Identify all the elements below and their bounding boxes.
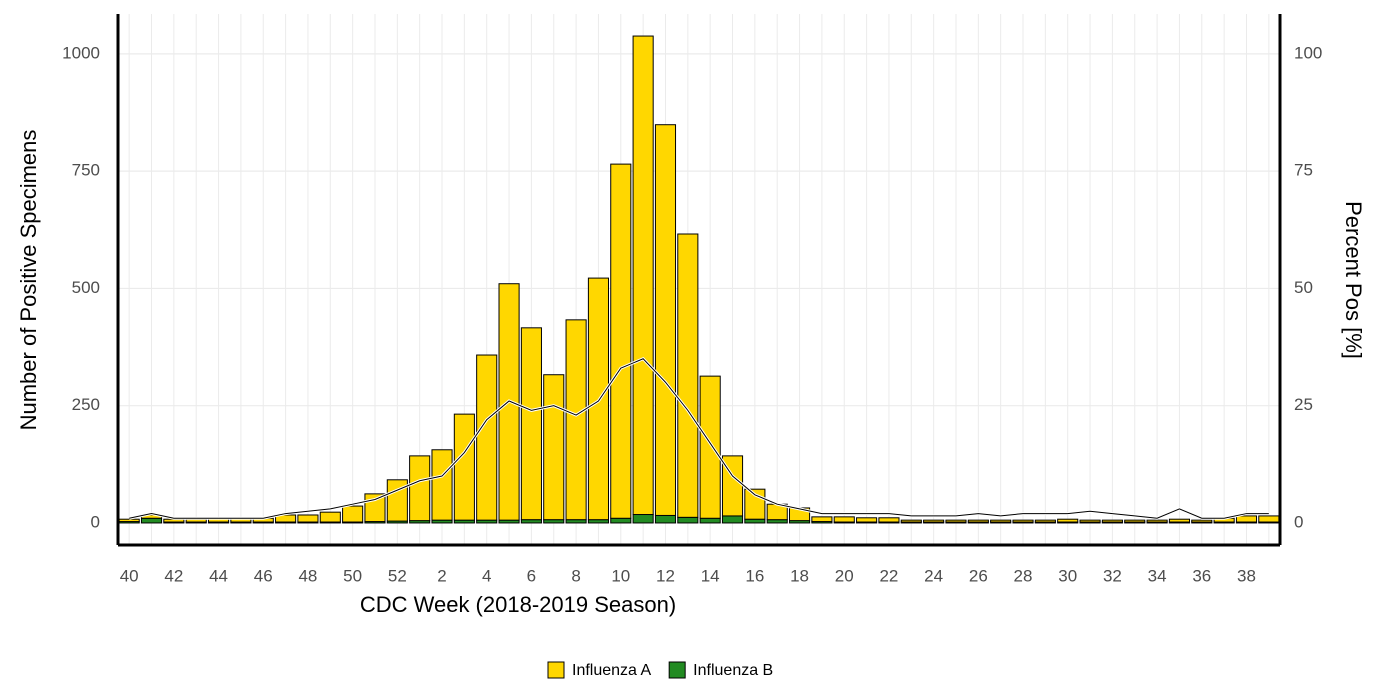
bar xyxy=(140,517,163,524)
x-tick-label: 32 xyxy=(1103,566,1122,585)
bar xyxy=(699,375,721,519)
bar xyxy=(610,517,632,524)
bar xyxy=(990,519,1012,523)
bar xyxy=(677,233,699,518)
y2-tick-label: 75 xyxy=(1294,161,1313,180)
bar xyxy=(811,516,833,523)
x-tick-label: 6 xyxy=(527,566,536,585)
x-tick-label: 8 xyxy=(571,566,580,585)
x-tick-label: 44 xyxy=(209,566,228,585)
x-tick-label: 10 xyxy=(611,566,630,585)
y2-tick-label: 100 xyxy=(1294,43,1322,62)
x-axis-title: CDC Week (2018-2019 Season) xyxy=(360,592,676,617)
x-tick-label: 34 xyxy=(1148,566,1167,585)
bar xyxy=(342,505,364,523)
bar xyxy=(1101,519,1123,523)
x-tick-label: 40 xyxy=(120,566,139,585)
x-tick-label: 14 xyxy=(701,566,720,585)
x-tick-label: 26 xyxy=(969,566,988,585)
legend: Influenza A Influenza B xyxy=(547,661,773,679)
percent-line xyxy=(129,358,1269,519)
bar xyxy=(632,35,654,516)
bar xyxy=(878,517,900,523)
y-tick-label: 0 xyxy=(91,512,100,531)
x-tick-label: 18 xyxy=(790,566,809,585)
x-tick-label: 38 xyxy=(1237,566,1256,585)
x-tick-label: 28 xyxy=(1014,566,1033,585)
bar xyxy=(945,519,967,523)
x-tick-label: 50 xyxy=(343,566,362,585)
legend-swatch xyxy=(668,661,686,679)
bar xyxy=(1012,519,1034,523)
legend-label: Influenza B xyxy=(693,662,773,679)
x-tick-label: 12 xyxy=(656,566,675,585)
bar xyxy=(721,515,744,524)
x-tick-label: 20 xyxy=(835,566,854,585)
bar xyxy=(923,519,945,523)
x-tick-label: 24 xyxy=(924,566,943,585)
bar xyxy=(409,455,431,522)
y-tick-label: 1000 xyxy=(62,43,100,62)
y-tick-label: 250 xyxy=(72,395,100,414)
bar xyxy=(654,124,677,516)
bar xyxy=(520,327,542,521)
bar xyxy=(1124,519,1146,523)
bar xyxy=(856,517,878,523)
x-tick-label: 52 xyxy=(388,566,407,585)
y-tick-label: 500 xyxy=(72,278,100,297)
y2-tick-label: 50 xyxy=(1294,278,1313,297)
y2-axis-title: Percent Pos [%] xyxy=(1341,201,1366,359)
bar xyxy=(1191,519,1213,523)
bar xyxy=(632,514,654,524)
bar xyxy=(1235,515,1258,523)
bar xyxy=(431,449,453,521)
x-tick-label: 22 xyxy=(879,566,898,585)
legend-label: Influenza A xyxy=(572,662,652,679)
bar xyxy=(1258,515,1280,523)
y-axis-title: Number of Positive Specimens xyxy=(16,130,41,431)
x-tick-label: 30 xyxy=(1058,566,1077,585)
bar xyxy=(1079,519,1101,523)
bar xyxy=(1057,518,1079,523)
bar xyxy=(699,517,721,524)
x-tick-label: 42 xyxy=(164,566,183,585)
x-tick-label: 4 xyxy=(482,566,491,585)
bar xyxy=(319,511,341,523)
x-tick-label: 2 xyxy=(437,566,446,585)
bar xyxy=(476,354,498,521)
y2-tick-label: 25 xyxy=(1294,395,1313,414)
bar xyxy=(654,514,677,524)
x-tick-label: 46 xyxy=(254,566,273,585)
bar xyxy=(833,516,855,523)
bar xyxy=(543,374,565,521)
bar xyxy=(1146,519,1168,523)
x-tick-label: 36 xyxy=(1192,566,1211,585)
bar xyxy=(297,514,319,523)
y2-tick-label: 0 xyxy=(1294,512,1303,531)
bar xyxy=(900,519,922,523)
bar xyxy=(1168,518,1190,523)
bar xyxy=(677,516,699,524)
bar xyxy=(565,319,587,521)
percent-line-halo xyxy=(128,356,1269,520)
bar xyxy=(744,518,766,524)
bar xyxy=(1034,519,1056,523)
x-tick-label: 48 xyxy=(298,566,317,585)
x-tick-label: 16 xyxy=(745,566,764,585)
y-tick-label: 750 xyxy=(72,161,100,180)
bar xyxy=(610,163,632,519)
bar xyxy=(118,518,140,523)
bar xyxy=(967,519,989,523)
bar xyxy=(453,413,475,521)
bar xyxy=(386,479,408,522)
legend-swatch xyxy=(547,661,565,679)
